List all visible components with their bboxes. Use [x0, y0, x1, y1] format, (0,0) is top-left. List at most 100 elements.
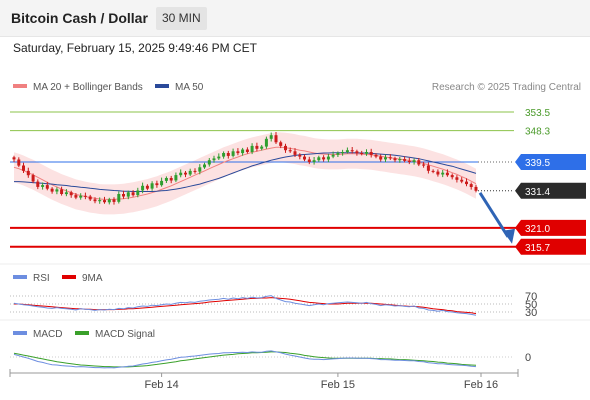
- candle-body: [184, 172, 187, 175]
- time-axis: Feb 14 Feb 15 Feb 16: [9, 369, 519, 391]
- candle-body: [365, 152, 368, 154]
- rsi-ma-line: [14, 297, 477, 315]
- candle-body: [284, 145, 287, 151]
- candle-body: [312, 160, 316, 162]
- candle-body: [60, 189, 64, 194]
- candle-body: [417, 160, 421, 165]
- candle-body: [193, 170, 197, 172]
- candle-body: [198, 167, 202, 172]
- candle-body: [369, 152, 373, 155]
- candle-body: [431, 170, 435, 172]
- candle-body: [174, 175, 178, 181]
- level-label-331.4: 331.4: [525, 187, 550, 198]
- macd-signal-legend-swatch: [75, 331, 89, 335]
- candle-body: [55, 189, 59, 192]
- candle-body: [131, 192, 135, 196]
- candle-body: [331, 154, 335, 157]
- ma50-legend-swatch: [155, 84, 169, 88]
- candle-body: [117, 194, 121, 202]
- macd-panel: 0: [10, 350, 531, 369]
- candle-body: [107, 199, 111, 203]
- candle-body: [260, 146, 264, 149]
- candle-body: [241, 149, 245, 154]
- candle-body: [98, 200, 102, 202]
- candle-body: [22, 165, 25, 171]
- rsi-line: [13, 295, 477, 316]
- level-tag-315.7: [515, 238, 586, 255]
- forecast-arrow-head: [503, 228, 515, 244]
- level-tag-321.0: [515, 219, 586, 236]
- chart-header: Bitcoin Cash / Dollar 30 MIN: [0, 0, 590, 37]
- candle-body: [150, 183, 154, 189]
- candle-body: [93, 199, 97, 202]
- level-tag-331.4: [515, 182, 586, 199]
- candle-body: [203, 164, 206, 168]
- candle-body: [160, 180, 164, 186]
- candle-body: [179, 172, 183, 176]
- candle-body: [250, 145, 254, 152]
- level-label-315.7: 315.7: [525, 243, 550, 254]
- candle-body: [169, 178, 173, 181]
- ma50-legend-label: MA 50: [175, 82, 204, 93]
- candle-body: [136, 190, 140, 196]
- forecast-arrow-shaft: [478, 191, 510, 238]
- candle-body: [12, 157, 16, 160]
- candle-body: [222, 153, 226, 157]
- candle-body: [469, 184, 473, 187]
- candle-body: [64, 192, 68, 195]
- candle-body: [407, 160, 411, 162]
- candle-body: [345, 150, 349, 152]
- candle-body: [145, 185, 149, 189]
- candle-body: [103, 200, 106, 203]
- level-label-339.5: 339.5: [525, 158, 550, 169]
- candle-body: [445, 172, 449, 176]
- macd-tick-0: 0: [525, 352, 531, 364]
- candle-body: [403, 159, 407, 161]
- candle-body: [412, 160, 416, 162]
- candle-body: [426, 165, 430, 171]
- instrument-title: Bitcoin Cash / Dollar: [11, 10, 148, 26]
- candle-body: [112, 199, 116, 202]
- level-label-348.3: 348.3: [525, 127, 550, 138]
- candle-body: [207, 160, 211, 165]
- candle-body: [269, 135, 273, 139]
- time-tick-label: Feb 14: [144, 379, 178, 391]
- rsi-tick-50: 50: [525, 299, 537, 311]
- candle-body: [255, 145, 259, 149]
- rsi-tick-70: 70: [525, 291, 537, 303]
- candle-body: [164, 178, 168, 181]
- research-credit: Research © 2025 Trading Central: [432, 82, 581, 93]
- candle-body: [41, 185, 45, 187]
- time-tick-label: Feb 16: [464, 379, 498, 391]
- candle-body: [155, 183, 159, 186]
- candle-body: [188, 170, 192, 175]
- candle-body: [293, 151, 297, 155]
- candle-body: [360, 153, 364, 154]
- candle-body: [26, 170, 30, 176]
- candle-body: [74, 195, 78, 198]
- ma20-legend-swatch: [13, 84, 27, 88]
- macd-legend-label: MACD: [33, 329, 62, 340]
- ma50-line: [14, 152, 477, 192]
- candle-body: [231, 151, 235, 156]
- candle-body: [379, 156, 383, 160]
- candle-body: [341, 152, 345, 154]
- candle-body: [36, 181, 40, 187]
- timeframe-button[interactable]: 30 MIN: [156, 7, 207, 30]
- candle-body: [307, 159, 311, 162]
- level-label-353.5: 353.5: [525, 108, 550, 119]
- candle-body: [350, 150, 354, 152]
- candle-body: [126, 192, 130, 197]
- candle-body: [236, 151, 240, 154]
- candle-body: [217, 156, 221, 159]
- candle-body: [45, 185, 49, 189]
- candle-body: [274, 135, 278, 143]
- candle-body: [141, 185, 145, 191]
- candle-body: [322, 157, 326, 160]
- rsi-legend-swatch: [13, 275, 27, 279]
- candle-body: [336, 153, 340, 155]
- level-tag-339.5: [515, 154, 586, 170]
- candle-body: [50, 188, 54, 192]
